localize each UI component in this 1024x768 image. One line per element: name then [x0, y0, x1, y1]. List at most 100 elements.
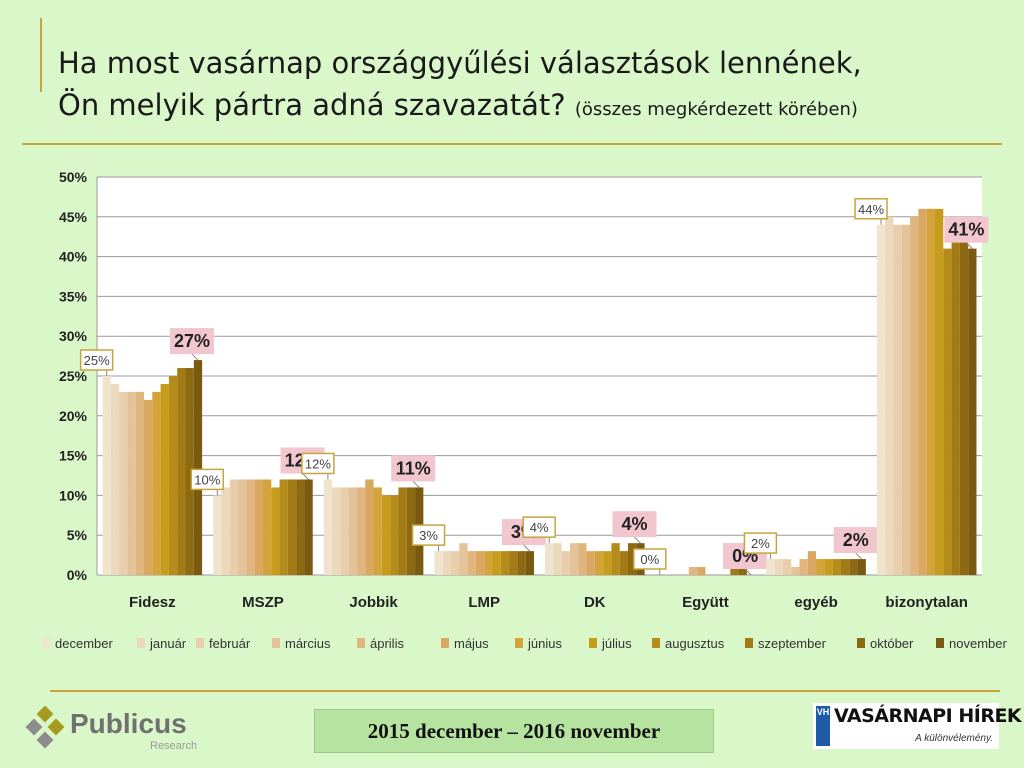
bar-szeptember-Együtt — [730, 567, 739, 575]
title-rule-vertical — [40, 18, 42, 92]
bar-május-bizonytalan — [918, 208, 927, 575]
bar-október-Együtt — [738, 567, 747, 575]
last-label-box — [169, 328, 214, 355]
bar-október-DK — [628, 543, 637, 575]
bar-december-LMP — [434, 551, 443, 575]
bar-február-Fidesz — [119, 391, 128, 575]
bar-augusztus-LMP — [500, 551, 510, 575]
legend-label-november: november — [949, 636, 1007, 651]
bar-szeptember-MSZP — [287, 479, 297, 575]
first-label-box — [190, 468, 225, 491]
bar-május-egyéb — [807, 551, 817, 575]
bar-július-Jobbik — [381, 495, 391, 575]
bar-december-Fidesz — [102, 376, 111, 575]
title-question: Ön melyik pártra adná szavazatát? — [58, 88, 566, 122]
x-tick-label: bizonytalan — [885, 594, 968, 611]
bar-szeptember-bizonytalan — [951, 240, 960, 575]
bar-április-bizonytalan — [910, 216, 919, 576]
bar-június-LMP — [484, 551, 493, 575]
bar-március-egyéb — [791, 567, 800, 575]
y-tick-label: 25% — [59, 368, 88, 384]
last-label-box — [833, 527, 878, 554]
first-data-label: 4% — [530, 520, 549, 535]
legend-label-március: március — [285, 636, 331, 651]
last-label-leader — [412, 481, 420, 488]
bar-november-Fidesz — [193, 360, 203, 575]
title-line-1: Ha most vasárnap országgyűlési választás… — [58, 46, 862, 80]
bar-január-Jobbik — [332, 487, 341, 575]
publicus-wordmark: Publicus — [70, 708, 187, 739]
bar-március-Jobbik — [348, 487, 357, 575]
bar-május-Együtt — [697, 567, 706, 575]
first-label-box — [743, 532, 778, 554]
bar-szeptember-LMP — [509, 551, 518, 575]
title-subtitle: (összes megkérdezett körében) — [574, 99, 858, 120]
legend-swatch-február — [196, 638, 204, 648]
first-label-box — [79, 349, 114, 371]
last-label-box — [944, 216, 989, 243]
bar-február-Jobbik — [340, 487, 349, 575]
first-data-label: 10% — [194, 472, 220, 487]
bar-január-MSZP — [221, 487, 230, 575]
x-tick-label: DK — [584, 594, 606, 611]
vh-wordmark: VASÁRNAPI HÍREK — [834, 705, 1022, 727]
bar-június-MSZP — [262, 479, 272, 575]
bar-augusztus-MSZP — [279, 479, 288, 575]
legend-label-július: július — [601, 636, 632, 651]
bar-május-LMP — [475, 551, 485, 575]
bar-március-MSZP — [238, 479, 247, 575]
bar-november-MSZP — [304, 479, 313, 575]
last-label-box — [391, 455, 436, 482]
bar-július-bizonytalan — [934, 208, 944, 575]
bar-július-egyéb — [824, 559, 833, 575]
bar-június-bizonytalan — [926, 208, 935, 575]
bar-február-bizonytalan — [893, 224, 902, 575]
bar-június-egyéb — [816, 559, 825, 575]
title-rule-horizontal — [22, 143, 1002, 145]
y-tick-label: 30% — [59, 328, 88, 344]
bar-július-Fidesz — [160, 383, 169, 575]
last-label-leader — [523, 544, 531, 552]
y-tick-label: 0% — [67, 567, 88, 583]
last-label-leader — [744, 568, 752, 576]
bar-május-Jobbik — [365, 479, 374, 575]
y-tick-label: 15% — [59, 448, 88, 464]
period-label: 2015 december – 2016 november — [367, 718, 661, 743]
legend-swatch-július — [589, 638, 597, 648]
first-data-label: 44% — [858, 202, 884, 217]
bar-március-bizonytalan — [901, 224, 911, 575]
bar-június-Fidesz — [152, 391, 161, 575]
last-data-label: 41% — [948, 220, 984, 240]
bar-április-Jobbik — [356, 487, 366, 575]
bar-január-egyéb — [774, 559, 783, 575]
bar-április-DK — [578, 543, 587, 575]
bar-március-Fidesz — [127, 391, 136, 575]
y-tick-label: 40% — [59, 249, 88, 265]
legend-swatch-április — [357, 638, 365, 648]
bar-augusztus-DK — [611, 543, 620, 575]
last-data-label: 11% — [396, 458, 431, 478]
legend-swatch-december — [42, 638, 50, 648]
bar-november-egyéb — [857, 559, 866, 575]
bar-október-egyéb — [849, 559, 858, 575]
first-label-box — [633, 548, 667, 570]
title-line-2: Ön melyik pártra adná szavazatát? (össze… — [58, 84, 1008, 131]
legend-swatch-március — [272, 638, 280, 648]
vh-tagline: A különvélemény. — [915, 733, 993, 744]
bar-február-LMP — [450, 551, 460, 575]
bar-december-Jobbik — [323, 479, 333, 575]
last-data-label: 4% — [621, 514, 647, 534]
y-tick-label: 20% — [59, 408, 88, 424]
bar-június-Jobbik — [373, 487, 382, 575]
bar-április-egyéb — [799, 559, 808, 575]
legend-label-december: december — [55, 636, 113, 651]
last-label-leader — [302, 473, 309, 480]
vh-badge-icon: VH — [816, 706, 830, 746]
bar-augusztus-Fidesz — [168, 376, 178, 575]
bar-január-bizonytalan — [885, 216, 894, 576]
bar-október-Fidesz — [185, 368, 194, 575]
publicus-research-label: Research — [150, 740, 198, 752]
bar-szeptember-Jobbik — [398, 487, 407, 575]
x-tick-label: Jobbik — [349, 594, 398, 611]
legend-label-május: május — [454, 636, 489, 651]
